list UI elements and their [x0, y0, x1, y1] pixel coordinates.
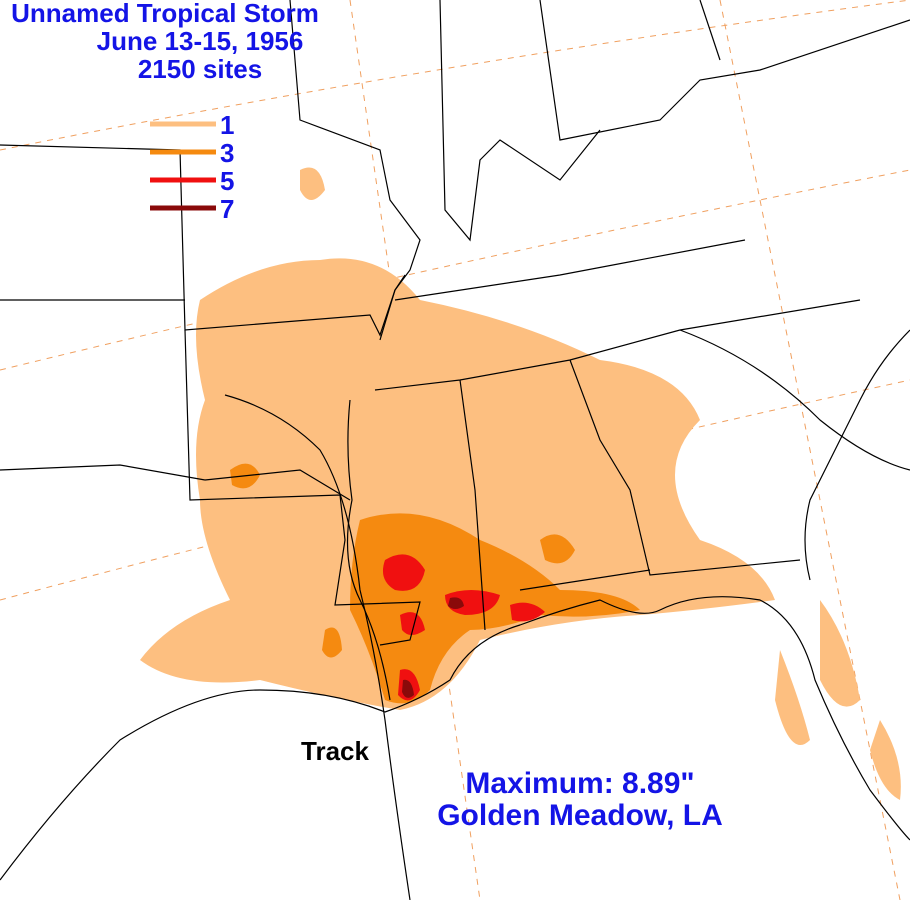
rainfall-contours	[140, 167, 901, 800]
legend-label: 1	[220, 110, 234, 140]
maximum-value: Maximum: 8.89"	[465, 767, 694, 800]
legend-label: 7	[220, 194, 234, 224]
rain-area	[510, 602, 545, 622]
rain-area	[382, 554, 425, 591]
rain-area	[445, 590, 500, 615]
track-label: Track	[301, 736, 369, 766]
rain-area	[448, 597, 464, 609]
rain-area	[400, 612, 425, 635]
legend-label: 3	[220, 138, 234, 168]
rain-area	[402, 679, 414, 698]
title-line: Unnamed Tropical Storm	[11, 0, 319, 28]
rain-area	[322, 627, 342, 658]
title-line: June 13-15, 1956	[97, 26, 304, 56]
rain-area	[870, 720, 901, 800]
rain-area	[775, 650, 810, 745]
title-line: 2150 sites	[138, 54, 262, 84]
legend-label: 5	[220, 166, 234, 196]
rain-area	[820, 600, 860, 707]
maximum-location: Golden Meadow, LA	[437, 799, 723, 832]
rain-area	[540, 534, 575, 564]
storm-track	[224, 394, 411, 900]
rain-area	[350, 513, 640, 704]
rain-area	[300, 167, 325, 200]
